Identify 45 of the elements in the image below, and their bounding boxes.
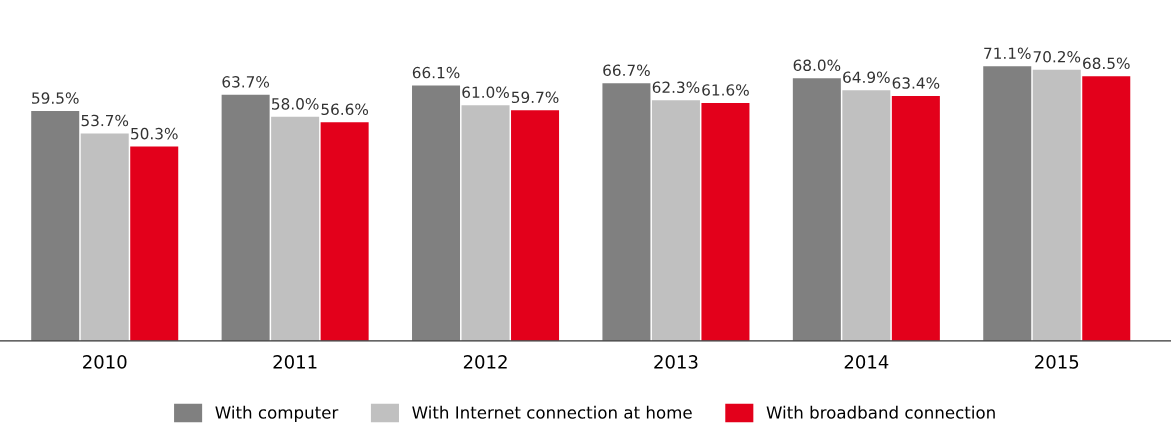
data-label: 66.1% xyxy=(412,66,460,79)
bar xyxy=(651,100,700,341)
data-label: 66.7% xyxy=(603,64,650,77)
data-label: 58.0% xyxy=(272,98,319,110)
bar xyxy=(130,146,179,341)
data-label: 63.7% xyxy=(222,76,270,88)
data-label: 63.4% xyxy=(892,77,940,89)
bar xyxy=(80,133,129,341)
bar xyxy=(983,66,1032,341)
x-tick-label: 2015 xyxy=(1035,355,1079,369)
data-label: 62.3% xyxy=(652,81,700,94)
data-label: 61.0% xyxy=(462,86,509,99)
data-label: 56.6% xyxy=(321,103,369,116)
data-label: 71.1% xyxy=(984,47,1031,60)
bar xyxy=(842,90,891,341)
data-label: 53.7% xyxy=(81,114,129,127)
bar xyxy=(602,83,651,341)
data-label: 59.5% xyxy=(32,92,79,104)
bar xyxy=(320,122,369,341)
data-label: 68.0% xyxy=(793,59,841,72)
data-label: 61.6% xyxy=(702,84,749,96)
data-label: 68.5% xyxy=(1083,57,1130,70)
data-label: 50.3% xyxy=(131,127,178,140)
bar xyxy=(511,110,560,341)
bar xyxy=(461,105,510,341)
bar xyxy=(31,110,80,341)
data-label: 59.7% xyxy=(511,91,559,104)
bar xyxy=(271,116,320,341)
x-tick-label: 2011 xyxy=(273,355,317,369)
bar xyxy=(891,95,940,341)
bar xyxy=(221,94,270,341)
bar xyxy=(1032,69,1081,341)
bar xyxy=(701,102,750,341)
legend-label: With broadband connection xyxy=(766,405,995,419)
x-tick-label: 2014 xyxy=(844,355,889,369)
bar xyxy=(1082,76,1131,341)
data-label: 64.9% xyxy=(843,71,890,83)
bar xyxy=(412,85,461,341)
legend-label: With computer xyxy=(215,405,339,422)
x-tick-label: 2010 xyxy=(83,355,127,369)
x-tick-label: 2013 xyxy=(654,355,698,369)
data-label: 70.2% xyxy=(1033,50,1081,63)
x-tick-label: 2012 xyxy=(463,355,507,369)
legend-label: With Internet connection at home xyxy=(412,405,692,419)
bar xyxy=(792,78,841,341)
